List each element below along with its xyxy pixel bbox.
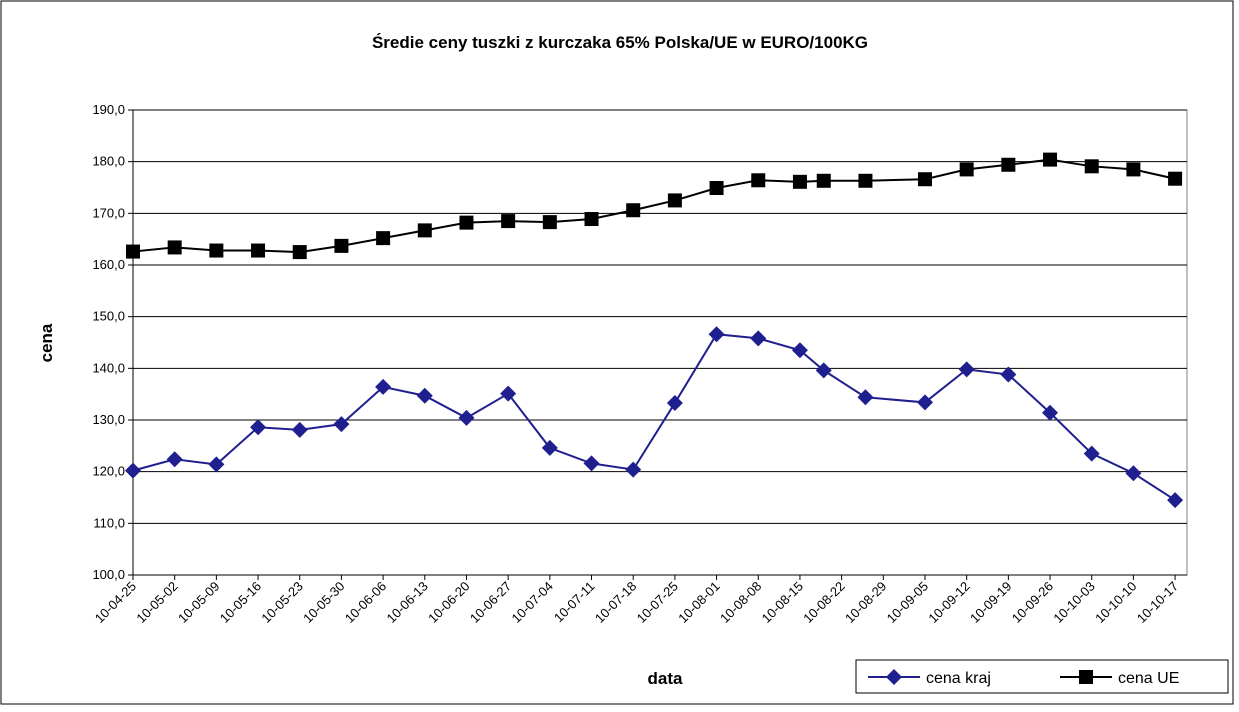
marker (1001, 157, 1016, 172)
marker (1079, 670, 1093, 684)
marker (1168, 171, 1183, 186)
marker (375, 378, 392, 395)
marker (251, 243, 266, 258)
marker (1043, 152, 1058, 167)
marker (376, 231, 391, 246)
marker (458, 409, 475, 426)
marker (958, 361, 975, 378)
marker (1000, 366, 1017, 383)
marker (1126, 162, 1141, 177)
marker (209, 243, 224, 258)
legend: cena kraj cena UE (855, 659, 1229, 694)
y-tick-label: 150,0 (92, 309, 125, 324)
y-tick-label: 140,0 (92, 360, 125, 375)
marker (792, 174, 807, 189)
marker (666, 394, 683, 411)
marker (816, 173, 831, 188)
marker (750, 330, 767, 347)
marker (791, 342, 808, 359)
marker (584, 212, 599, 227)
marker (542, 215, 557, 230)
marker (751, 173, 766, 188)
marker (500, 385, 517, 402)
marker (626, 203, 641, 218)
y-tick-label: 130,0 (92, 412, 125, 427)
marker (815, 362, 832, 379)
y-tick-label: 190,0 (92, 102, 125, 117)
marker (1167, 492, 1184, 509)
marker (916, 394, 933, 411)
marker (625, 461, 642, 478)
marker (417, 223, 432, 238)
marker (501, 214, 516, 229)
legend-label: cena kraj (926, 670, 991, 687)
marker (459, 215, 474, 230)
marker (583, 455, 600, 472)
marker (1042, 404, 1059, 421)
marker (917, 172, 932, 187)
marker (1084, 159, 1099, 174)
x-axis-title: data (648, 669, 684, 688)
y-tick-label: 100,0 (92, 567, 125, 582)
legend-label: cena UE (1118, 670, 1179, 687)
y-tick-label: 170,0 (92, 205, 125, 220)
marker (208, 456, 225, 473)
marker (858, 173, 873, 188)
y-tick-label: 110,0 (93, 515, 125, 530)
marker (334, 238, 349, 253)
marker (333, 416, 350, 433)
marker (1083, 445, 1100, 462)
marker (709, 181, 724, 196)
marker (167, 240, 182, 255)
marker (886, 669, 902, 685)
marker (667, 193, 682, 208)
marker (708, 326, 725, 343)
marker (857, 389, 874, 406)
marker (541, 439, 558, 456)
marker (1125, 465, 1142, 482)
marker (126, 244, 140, 259)
plot-area (132, 109, 1188, 576)
marker (959, 162, 974, 177)
y-tick-label: 160,0 (92, 257, 125, 272)
y-tick-label: 120,0 (92, 464, 125, 479)
marker (416, 387, 433, 404)
marker (125, 462, 141, 479)
marker (292, 245, 307, 260)
marker (166, 451, 183, 468)
y-tick-label: 180,0 (92, 154, 125, 169)
marker (291, 421, 308, 438)
y-axis-title: cena (37, 323, 56, 362)
chart-title: Średie ceny tuszki z kurczaka 65% Polska… (372, 33, 868, 52)
marker (250, 419, 267, 436)
